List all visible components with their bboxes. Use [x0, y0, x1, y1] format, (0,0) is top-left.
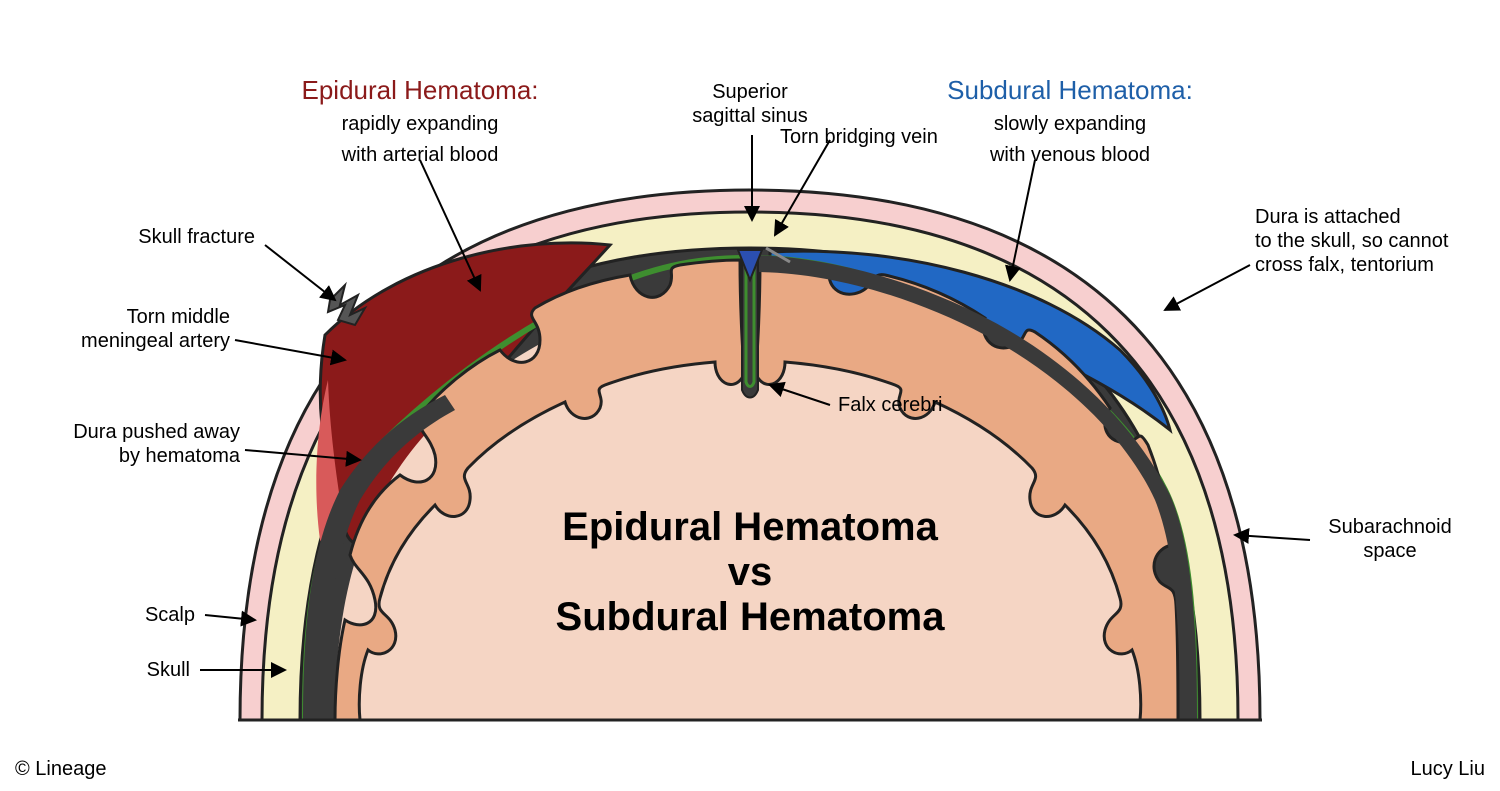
epidural-title: Epidural Hematoma: rapidly expandingwith…	[260, 75, 580, 168]
skull-fracture-label: Skull fracture	[90, 225, 255, 249]
subdural-title: Subdural Hematoma: slowly expandingwith …	[910, 75, 1230, 168]
credit-left: © Lineage	[15, 758, 106, 781]
main-title: Epidural Hematoma vs Subdural Hematoma	[0, 505, 1500, 640]
dura-pushed-label: Dura pushed awayby hematoma	[40, 420, 240, 468]
skull-label: Skull	[120, 658, 190, 682]
credit-right: Lucy Liu	[1411, 758, 1486, 781]
superior-sagittal-label: Superiorsagittal sinus	[660, 80, 840, 128]
dura-attached-label: Dura is attachedto the skull, so cannotc…	[1255, 205, 1475, 277]
subdural-subtitle: slowly expandingwith venous blood	[990, 113, 1150, 166]
epidural-subtitle: rapidly expandingwith arterial blood	[342, 113, 499, 166]
torn-mma-label: Torn middlemeningeal artery	[50, 305, 230, 353]
torn-bridging-label: Torn bridging vein	[780, 125, 938, 149]
falx-label: Falx cerebri	[838, 393, 942, 417]
